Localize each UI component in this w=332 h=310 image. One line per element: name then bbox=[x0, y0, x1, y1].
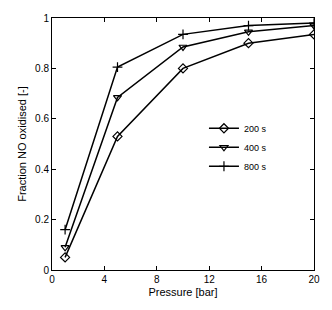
svg-text:16: 16 bbox=[256, 274, 268, 285]
svg-text:0.4: 0.4 bbox=[35, 164, 49, 175]
svg-text:12: 12 bbox=[204, 274, 216, 285]
svg-text:4: 4 bbox=[102, 274, 108, 285]
svg-text:200 s: 200 s bbox=[244, 124, 267, 134]
svg-text:8: 8 bbox=[154, 274, 160, 285]
svg-text:0.8: 0.8 bbox=[35, 63, 49, 74]
svg-text:800 s: 800 s bbox=[244, 162, 267, 172]
svg-text:0: 0 bbox=[49, 274, 55, 285]
svg-text:0: 0 bbox=[43, 265, 49, 276]
svg-text:0.2: 0.2 bbox=[35, 214, 49, 225]
svg-text:0.6: 0.6 bbox=[35, 113, 49, 124]
svg-text:Fraction NO oxidised [-]: Fraction NO oxidised [-] bbox=[16, 86, 28, 202]
svg-text:1: 1 bbox=[43, 13, 49, 24]
svg-text:20: 20 bbox=[308, 274, 320, 285]
svg-text:Pressure [bar]: Pressure [bar] bbox=[148, 286, 217, 298]
svg-text:400 s: 400 s bbox=[244, 143, 267, 153]
